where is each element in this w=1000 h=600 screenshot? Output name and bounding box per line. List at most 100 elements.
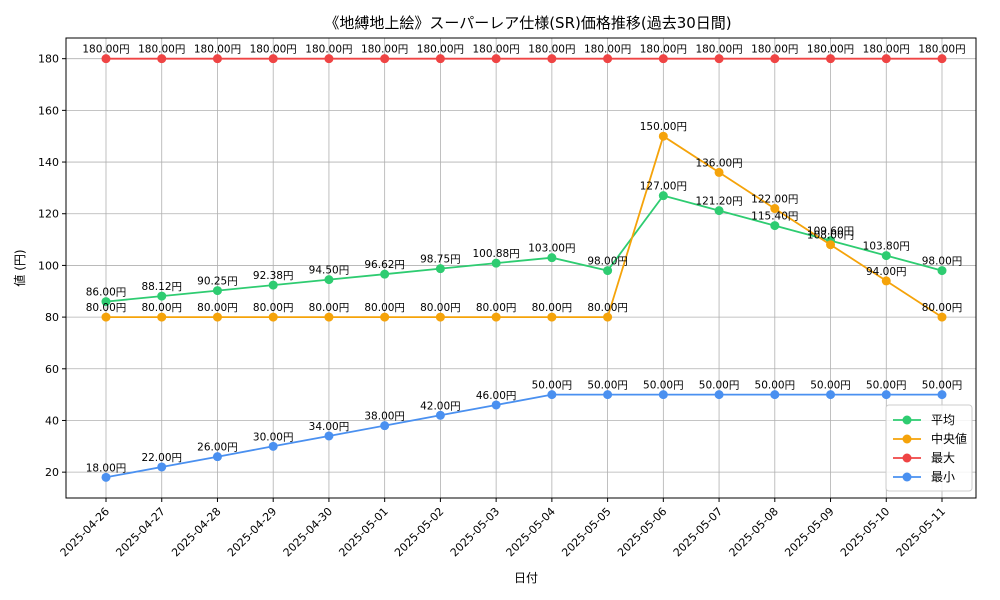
x-axis-ticks: 2025-04-26 2025-04-27 2025-04-28 2025-04-29… — [58, 498, 948, 559]
data-point — [658, 191, 668, 201]
data-label: 94.50円 — [309, 265, 350, 277]
data-label: 180.00円 — [194, 44, 241, 56]
data-point — [157, 462, 167, 472]
y-tick-label: 120 — [38, 208, 59, 221]
x-tick-label: 2025-05-03 — [448, 505, 502, 559]
data-label: 180.00円 — [640, 44, 687, 56]
data-label: 50.00円 — [866, 380, 907, 392]
data-label: 42.00円 — [420, 400, 461, 412]
data-point — [770, 390, 780, 400]
data-label: 180.00円 — [863, 44, 910, 56]
data-label: 108.00円 — [807, 230, 854, 242]
x-tick-label: 2025-05-06 — [615, 505, 669, 559]
y-tick-label: 100 — [38, 259, 59, 272]
data-label: 180.00円 — [473, 44, 520, 56]
data-label: 80.00円 — [253, 302, 294, 314]
data-point — [937, 312, 947, 322]
data-point — [547, 390, 557, 400]
data-point — [714, 206, 724, 216]
y-tick-label: 20 — [45, 466, 59, 479]
data-label: 180.00円 — [584, 44, 631, 56]
data-label: 180.00円 — [138, 44, 185, 56]
x-tick-label: 2025-04-27 — [113, 505, 167, 559]
data-label: 80.00円 — [309, 302, 350, 314]
y-tick-label: 80 — [45, 311, 59, 324]
data-label: 180.00円 — [918, 44, 965, 56]
legend-label: 最大 — [931, 451, 955, 465]
x-tick-label: 2025-04-30 — [281, 505, 335, 559]
data-label: 96.62円 — [364, 259, 405, 271]
data-point — [937, 266, 947, 276]
data-label: 80.00円 — [587, 302, 628, 314]
data-point — [268, 441, 278, 451]
data-point — [714, 54, 724, 64]
data-label: 34.00円 — [309, 421, 350, 433]
data-point — [547, 312, 557, 322]
data-point — [380, 312, 390, 322]
data-point — [435, 54, 445, 64]
legend-marker — [902, 434, 912, 444]
data-label: 50.00円 — [532, 380, 573, 392]
data-point — [212, 286, 222, 296]
series-line — [105, 194, 943, 303]
data-label: 98.00円 — [922, 256, 963, 268]
x-tick-label: 2025-05-01 — [336, 505, 390, 559]
data-label: 180.00円 — [751, 44, 798, 56]
data-point — [770, 54, 780, 64]
data-point — [770, 221, 780, 231]
data-point — [658, 131, 668, 141]
data-label: 80.00円 — [86, 302, 127, 314]
data-point — [157, 312, 167, 322]
data-label: 180.00円 — [305, 44, 352, 56]
data-point — [547, 253, 557, 263]
data-point — [937, 390, 947, 400]
data-label: 50.00円 — [922, 380, 963, 392]
legend-label: 最小 — [931, 470, 955, 484]
data-label: 109.60円 — [807, 226, 854, 238]
data-point — [435, 312, 445, 322]
data-point — [324, 54, 334, 64]
data-point — [826, 390, 836, 400]
data-label: 50.00円 — [587, 380, 628, 392]
data-label: 94.00円 — [866, 266, 907, 278]
grid-lines — [66, 38, 976, 498]
data-label: 80.00円 — [922, 302, 963, 314]
data-point — [826, 54, 836, 64]
series-lines — [101, 54, 947, 482]
data-point — [881, 276, 891, 286]
x-tick-label: 2025-05-10 — [838, 505, 892, 559]
data-label: 150.00円 — [640, 121, 687, 133]
x-tick-label: 2025-04-29 — [225, 505, 279, 559]
data-point — [770, 204, 780, 214]
data-label: 180.00円 — [528, 44, 575, 56]
data-point — [714, 390, 724, 400]
data-point — [491, 54, 501, 64]
y-tick-label: 180 — [38, 53, 59, 66]
data-label: 50.00円 — [699, 380, 740, 392]
data-point — [101, 312, 111, 322]
data-label: 122.00円 — [751, 194, 798, 206]
x-tick-label: 2025-05-04 — [504, 505, 558, 559]
data-label: 136.00円 — [695, 157, 742, 169]
data-labels: 86.00円 88.12円 90.25円 92.38円 94.50円 96.62円 98.7… — [82, 44, 965, 475]
data-point — [324, 312, 334, 322]
data-label: 180.00円 — [250, 44, 297, 56]
legend-label: 中央値 — [931, 431, 967, 446]
data-label: 80.00円 — [197, 302, 238, 314]
data-label: 18.00円 — [86, 462, 127, 474]
data-point — [212, 54, 222, 64]
data-point — [714, 167, 724, 177]
data-point — [380, 269, 390, 279]
legend-marker — [902, 472, 912, 482]
series-line — [106, 134, 943, 319]
data-point — [881, 390, 891, 400]
data-label: 86.00円 — [86, 287, 127, 299]
data-point — [380, 54, 390, 64]
data-point — [603, 390, 613, 400]
data-label: 50.00円 — [643, 380, 684, 392]
data-label: 50.00円 — [810, 380, 851, 392]
legend-marker — [902, 453, 912, 463]
